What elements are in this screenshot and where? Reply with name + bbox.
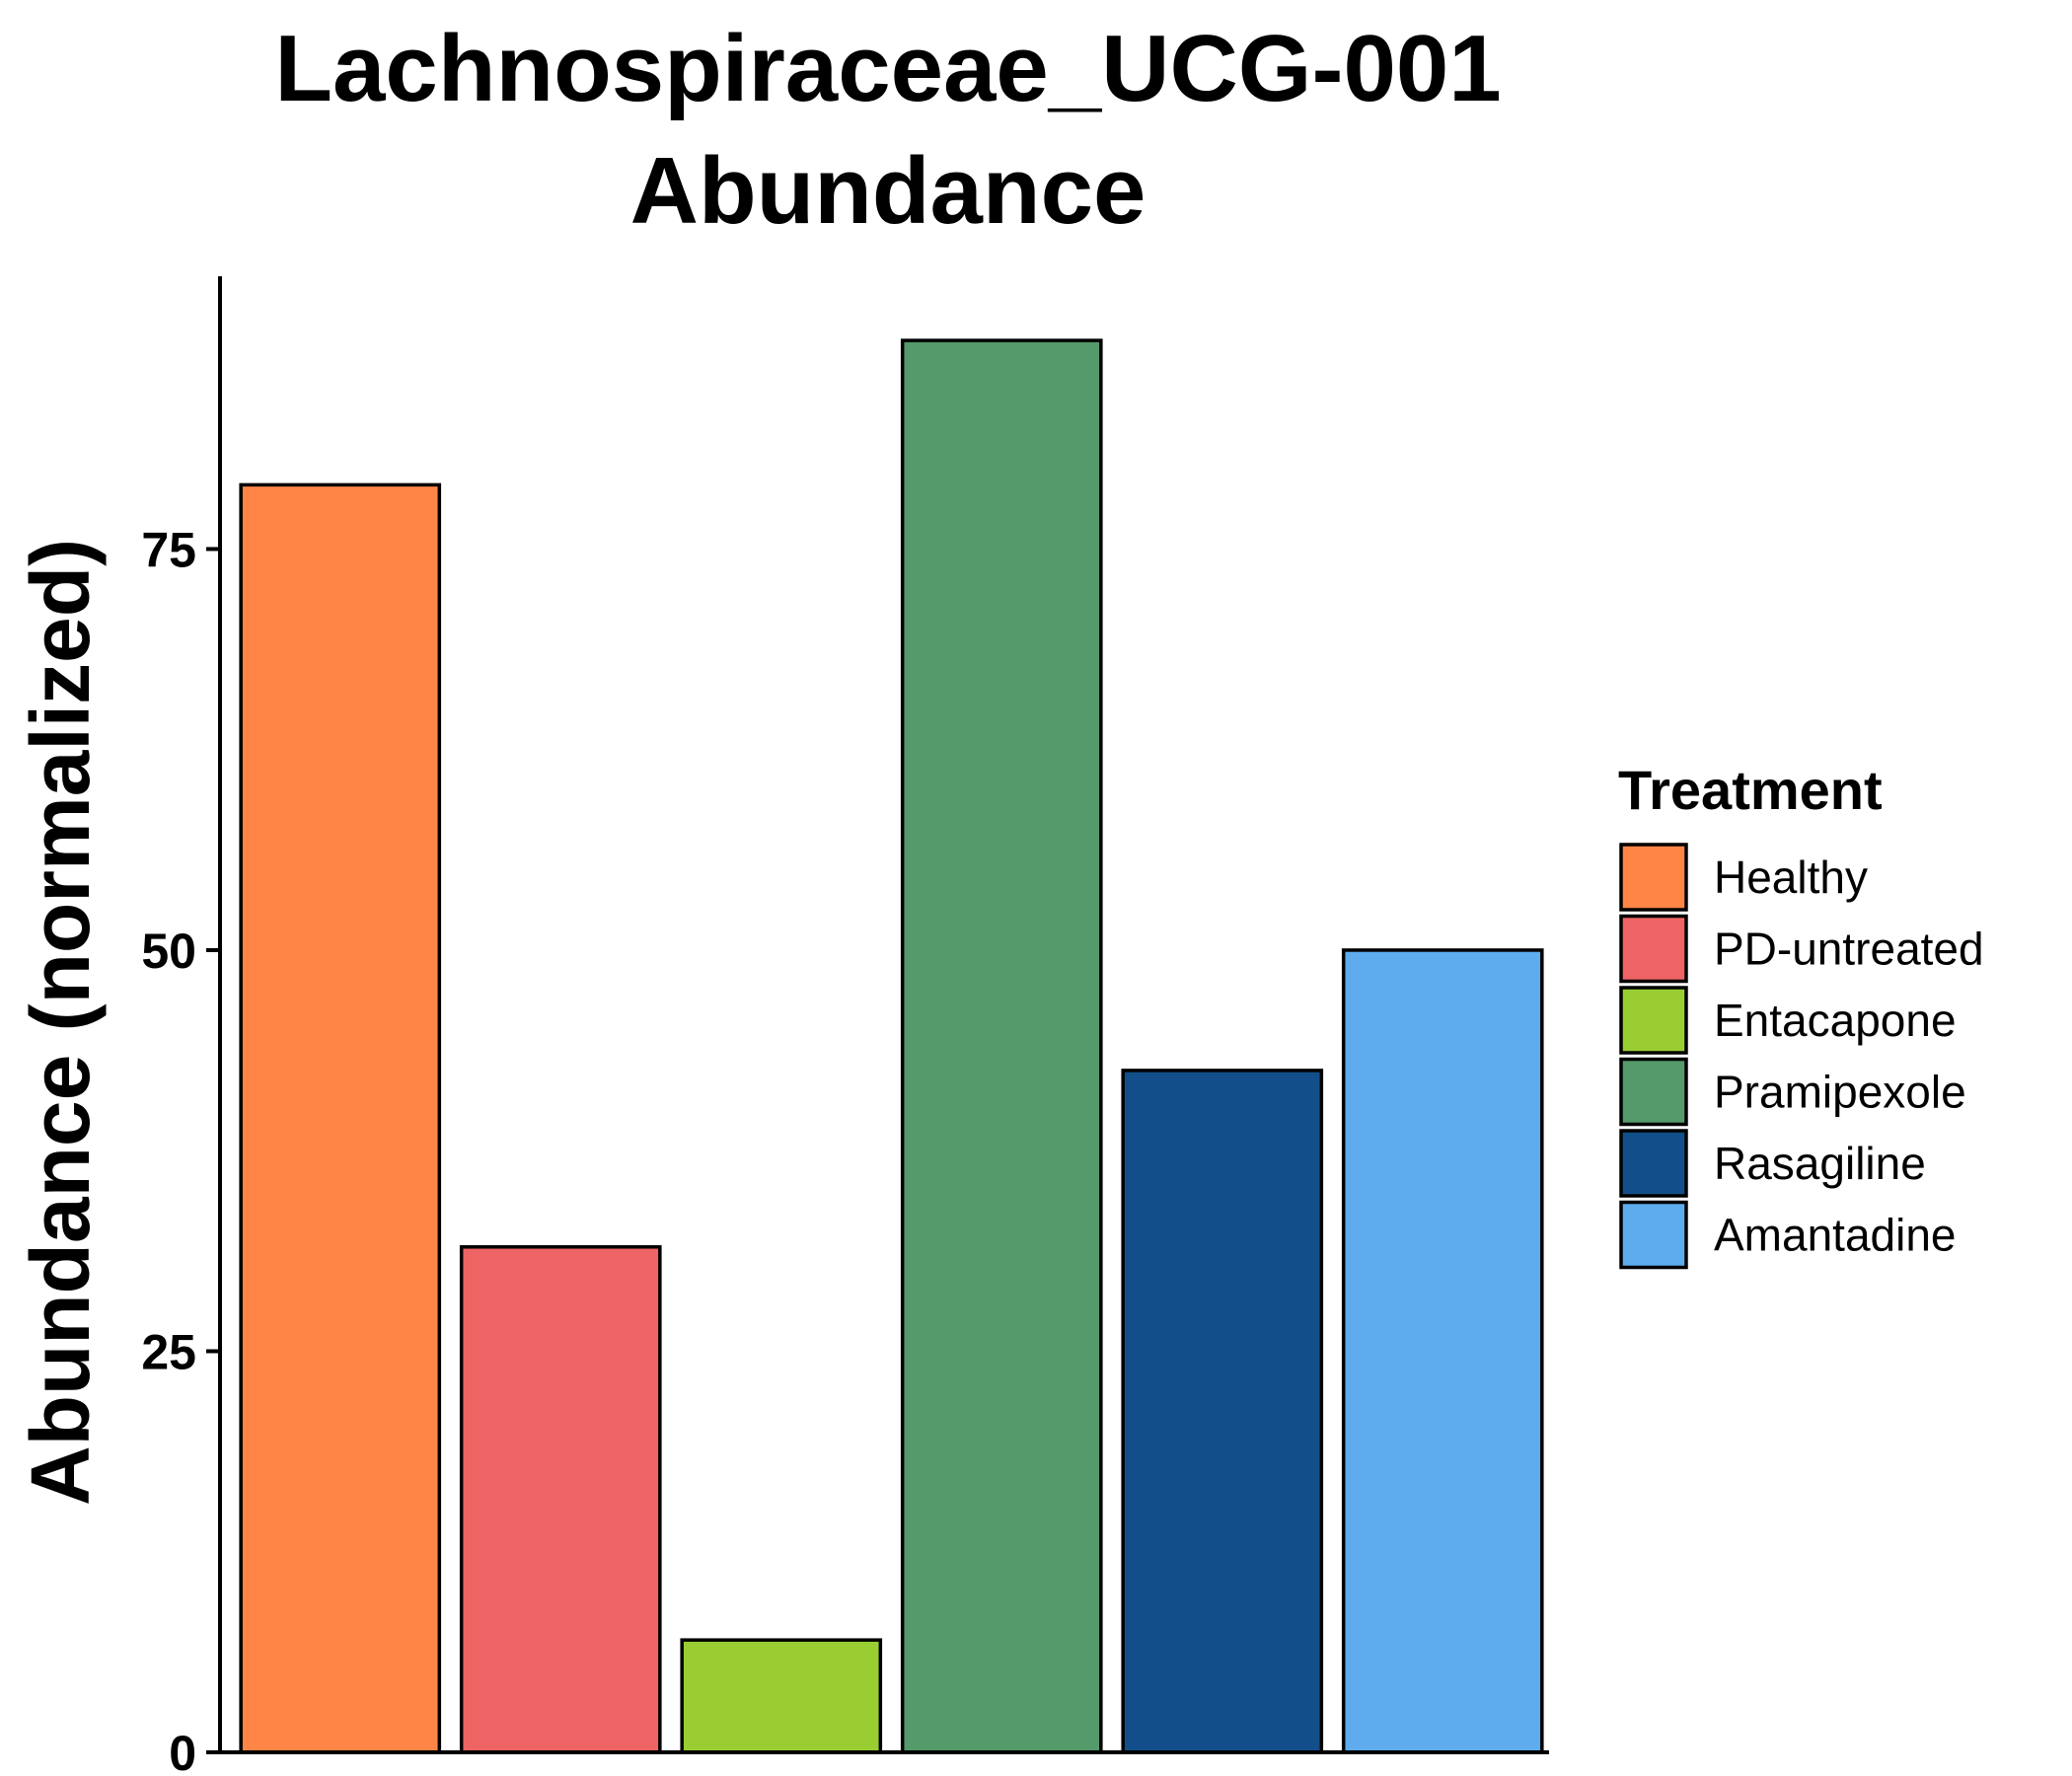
y-tick-label: 25	[141, 1324, 196, 1379]
bars	[239, 338, 1544, 1754]
bar-pd-untreated	[459, 1245, 662, 1754]
legend-label: Amantadine	[1714, 1210, 1957, 1261]
legend-swatch	[1619, 914, 1688, 984]
legend-item: Entacapone	[1619, 986, 1957, 1055]
y-axis-label: Abundance (normalized)	[14, 539, 107, 1506]
legend-title: Treatment	[1618, 759, 1883, 821]
legend-item: Rasagiline	[1619, 1129, 1926, 1198]
legend-label: PD-untreated	[1714, 924, 1984, 975]
bar-healthy	[239, 482, 442, 1754]
legend-items: Healthy PD-untreated Entacapone Pramipexole…	[1619, 843, 1984, 1270]
legend-label: Entacapone	[1714, 995, 1957, 1046]
chart-title: Lachnospiraceae_UCG-001 Abundance	[274, 16, 1501, 244]
y-axis-ticks: 0 25 50 75	[141, 522, 220, 1776]
bar-pramipexole	[900, 338, 1103, 1754]
chart-title-line-2: Abundance	[630, 138, 1147, 244]
bar-entacapone	[680, 1638, 883, 1754]
legend: Treatment Healthy PD-untreated Entacapone P…	[1618, 759, 1984, 1270]
legend-item: Pramipexole	[1619, 1057, 1966, 1127]
legend-swatch	[1619, 986, 1688, 1055]
legend-swatch	[1619, 843, 1688, 912]
bar-rasagiline	[1121, 1069, 1324, 1754]
legend-swatch	[1619, 1129, 1688, 1198]
legend-label: Pramipexole	[1714, 1067, 1966, 1118]
legend-item: PD-untreated	[1619, 914, 1984, 984]
legend-swatch	[1619, 1057, 1688, 1127]
legend-swatch	[1619, 1200, 1688, 1270]
legend-label: Healthy	[1714, 851, 1868, 903]
y-tick-label: 50	[141, 924, 196, 979]
legend-item: Healthy	[1619, 843, 1868, 912]
legend-label: Rasagiline	[1714, 1138, 1926, 1189]
legend-item: Amantadine	[1619, 1200, 1957, 1270]
chart-title-line-1: Lachnospiraceae_UCG-001	[274, 16, 1501, 121]
y-tick-label: 0	[169, 1726, 196, 1776]
bar-amantadine	[1341, 948, 1544, 1754]
y-tick-label: 75	[141, 522, 196, 577]
